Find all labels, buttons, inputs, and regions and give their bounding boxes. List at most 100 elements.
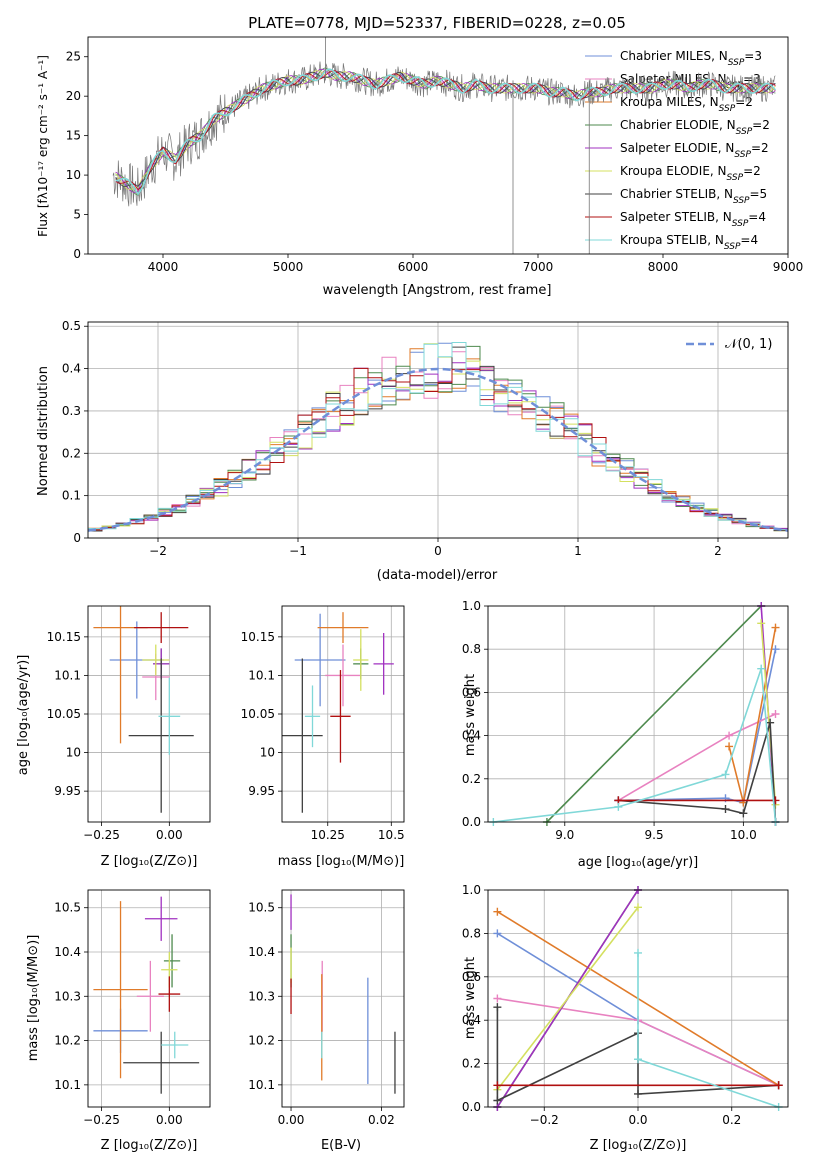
x-tick-label: 0.02 xyxy=(368,1113,395,1127)
weight-vs-z-panel: Z [log₁₀(Z/Z⊙)] mass weight −0.2 0.0 0.2 0.… xyxy=(462,883,789,1153)
legend-label: Kroupa ELODIE, NSSP=2 xyxy=(620,164,761,183)
y-tick-label: 1.0 xyxy=(462,883,481,897)
y-tick-label: 10.4 xyxy=(248,945,275,959)
mass-weight-marker xyxy=(634,948,642,957)
y-tick-label: 0.4 xyxy=(462,729,481,743)
y-tick-label: 1.0 xyxy=(462,599,481,613)
x-tick-label: 9.0 xyxy=(555,828,574,842)
age-z-ylabel: age [log₁₀(age/yr)] xyxy=(16,655,31,776)
mass-weight-marker xyxy=(493,994,502,1003)
y-tick-label: 0 xyxy=(73,247,81,261)
y-tick-label: 10.1 xyxy=(248,1078,275,1092)
mass-weight-marker xyxy=(634,1055,642,1064)
y-tick-label: 10 xyxy=(66,168,81,182)
model-spectrum-line xyxy=(115,68,776,193)
y-tick-label: 10.05 xyxy=(241,707,275,721)
mass-weight-marker xyxy=(771,710,780,718)
x-tick-label: 0.00 xyxy=(156,1113,183,1127)
mass-z-xlabel: Z [log₁₀(Z/Z⊙)] xyxy=(101,1138,198,1153)
axes-frame xyxy=(487,889,789,1108)
y-tick-label: 0.8 xyxy=(462,926,481,940)
y-tick-label: 0 xyxy=(73,531,81,545)
y-tick-label: 10.1 xyxy=(54,1078,81,1092)
residual-histogram-step xyxy=(88,367,788,533)
mass-weight-marker xyxy=(739,809,748,818)
y-tick-label: 10.1 xyxy=(54,668,81,682)
y-tick-label: 10.5 xyxy=(248,901,275,915)
age-z-xlabel: Z [log₁₀(Z/Z⊙)] xyxy=(101,854,198,869)
y-tick-label: 0.2 xyxy=(462,1057,481,1071)
y-tick-label: 15 xyxy=(66,129,81,143)
mass-weight-marker xyxy=(766,718,775,727)
y-tick-label: 0.3 xyxy=(62,404,81,418)
x-tick-label: 10.5 xyxy=(378,828,405,842)
mass-weight-marker xyxy=(725,731,734,740)
y-tick-label: 0.8 xyxy=(462,642,481,656)
residual-histogram-step xyxy=(88,342,788,533)
mass-weight-marker xyxy=(634,1089,642,1098)
mass-weight-marker xyxy=(493,907,502,916)
mass-z-ylabel: mass [log₁₀(M/M⊙)] xyxy=(26,935,41,1062)
weight-age-xlabel: age [log₁₀(age/yr)] xyxy=(578,855,699,870)
spectrum-title: PLATE=0778, MJD=52337, FIBERID=0228, z=0… xyxy=(248,14,626,32)
axes-frame xyxy=(87,321,789,539)
x-tick-label: 10.25 xyxy=(311,828,345,842)
axes-frame xyxy=(487,605,789,823)
x-tick-label: 6000 xyxy=(398,260,429,274)
y-tick-label: 20 xyxy=(66,89,81,103)
y-tick-label: 10.2 xyxy=(54,1034,81,1048)
mass-weight-marker xyxy=(721,805,730,814)
y-tick-label: 9.95 xyxy=(54,784,81,798)
axes-frame xyxy=(281,605,405,823)
x-tick-label: −0.25 xyxy=(83,1113,120,1127)
y-tick-label: 10.3 xyxy=(248,989,275,1003)
mass-weight-marker xyxy=(771,645,780,654)
residual-ylabel: Normed distribution xyxy=(36,366,51,496)
x-tick-label: 5000 xyxy=(273,260,304,274)
x-tick-label: 7000 xyxy=(523,260,554,274)
y-tick-label: 10.4 xyxy=(54,945,81,959)
model-spectrum-line xyxy=(115,68,777,196)
mass-weight-line xyxy=(493,668,777,823)
x-tick-label: 2 xyxy=(714,544,722,558)
y-tick-label: 0.2 xyxy=(462,772,481,786)
axes-frame xyxy=(281,889,405,1108)
mass-weight-marker xyxy=(771,623,780,632)
weight-vs-age-panel: age [log₁₀(age/yr)] mass weight 9.0 9.5 10… xyxy=(462,599,789,870)
spectrum-panel: PLATE=0778, MJD=52337, FIBERID=0228, z=0… xyxy=(36,14,803,298)
mass-weight-marker xyxy=(725,742,734,751)
y-tick-label: 0.6 xyxy=(462,970,481,984)
age-vs-z-panel: Z [log₁₀(Z/Z⊙)] age [log₁₀(age/yr)] −0.2… xyxy=(16,605,211,869)
mass-vs-ebv-panel: E(B-V) 0.00 0.02 10.1 10.2 10.3 10.4 10.5 xyxy=(248,889,405,1153)
normal-legend-label: 𝒩(0, 1) xyxy=(725,337,772,352)
y-tick-label: 10.5 xyxy=(54,901,81,915)
mass-weight-marker xyxy=(493,1081,502,1090)
legend-label: Salpeter ELODIE, NSSP=2 xyxy=(620,141,769,160)
x-tick-label: −0.2 xyxy=(530,1113,559,1127)
mass-weight-marker xyxy=(634,903,642,912)
mass-weight-marker xyxy=(774,1081,783,1090)
x-tick-label: 9.5 xyxy=(645,828,664,842)
y-tick-label: 5 xyxy=(73,208,81,222)
x-tick-label: 1 xyxy=(574,544,582,558)
legend-label: Chabrier STELIB, NSSP=5 xyxy=(620,187,767,206)
x-tick-label: 0.00 xyxy=(156,828,183,842)
x-tick-label: 8000 xyxy=(648,260,679,274)
x-tick-label: 0.2 xyxy=(722,1113,741,1127)
x-tick-label: −0.25 xyxy=(83,828,120,842)
y-tick-label: 0.5 xyxy=(62,319,81,333)
legend-label: Salpeter STELIB, NSSP=4 xyxy=(620,210,766,229)
age-mass-xlabel: mass [log₁₀(M/M⊙)] xyxy=(278,854,405,869)
y-tick-label: 0.0 xyxy=(462,1100,481,1114)
mass-weight-line xyxy=(496,906,639,1091)
x-tick-label: 9000 xyxy=(773,260,804,274)
x-tick-label: 4000 xyxy=(148,260,179,274)
y-tick-label: 10 xyxy=(260,746,275,760)
model-spectrum-line xyxy=(115,70,776,190)
y-tick-label: 0.4 xyxy=(62,362,81,376)
mass-weight-marker xyxy=(757,619,766,628)
mass-weight-marker xyxy=(614,802,623,811)
mass-weight-marker xyxy=(721,770,730,779)
weight-z-ylabel: mass weight xyxy=(463,957,478,1039)
